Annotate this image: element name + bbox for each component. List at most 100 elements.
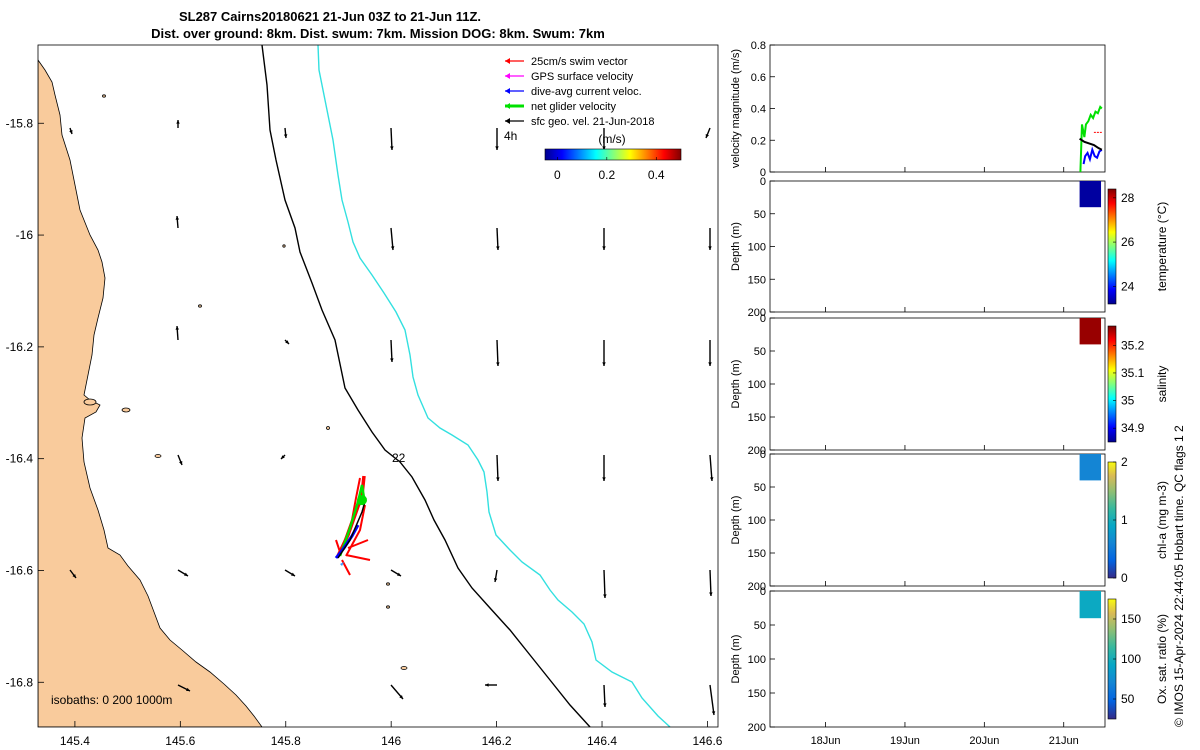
panel-frame	[769, 317, 1106, 451]
panel-temperature: 0 50 100 150 200 Depth (m) 24 26 28 temperature (…	[730, 176, 1169, 319]
map-y-ticks: -15.8 -16 -16.2 -16.4 -16.6 -16.8	[6, 116, 44, 689]
panel-y-label: Depth (m)	[730, 360, 742, 409]
legend-label: net glider velocity	[531, 101, 616, 113]
colorbar-tick-label: 0	[554, 168, 561, 182]
colorbar-tick-label: 1	[1121, 513, 1128, 527]
current-vector-head	[709, 477, 714, 481]
current-vector-head	[602, 246, 606, 250]
legend-swatch-head	[505, 58, 510, 64]
panel-y-tick-label: 150	[748, 274, 766, 286]
profile-data-block	[1079, 181, 1102, 208]
velocity-series	[1082, 146, 1103, 165]
chart-subtitle: Dist. over ground: 8km. Dist. swum: 7km.…	[151, 26, 605, 41]
panel-y-tick-label: 100	[748, 515, 766, 527]
panel-x-tick-label: 21Jun	[1049, 735, 1079, 747]
map-x-tick-label: 145.8	[271, 734, 301, 748]
colorbar-tick-label: 35.2	[1121, 338, 1145, 352]
current-vector-head	[708, 246, 712, 250]
current-vector-head	[495, 146, 499, 150]
map-x-ticks: 145.4 145.6 145.8 146 146.2 146.4 146.6	[60, 721, 723, 748]
panel-y-tick-label: 0	[760, 449, 766, 461]
panel-colorbar	[1107, 188, 1117, 305]
current-vector-head	[603, 703, 607, 707]
current-vector-head	[711, 711, 716, 715]
panel-colorbar-label: salinity	[1155, 366, 1169, 403]
current-vector	[709, 569, 712, 597]
panel-y-tick-label: 0	[760, 313, 766, 325]
panel-y-tick-label: 0	[760, 167, 766, 179]
panel-x-tick-label: 18Jun	[811, 735, 841, 747]
current-vector-head	[602, 477, 606, 481]
panel-colorbar-label: temperature (°C)	[1155, 202, 1169, 292]
current-vector-head	[496, 246, 500, 250]
panel-y-tick-label: 0.4	[751, 104, 766, 116]
panel-oxygen: 0 50 100 150 200 18Jun 19Jun 20Jun 21Jun Depth (m…	[730, 586, 1169, 747]
panel-y-tick-label: 200	[748, 722, 766, 734]
panel-y-tick-label: 50	[754, 482, 766, 494]
colorbar-tick-label: 35.1	[1121, 366, 1145, 380]
colorbar-tick-label: 0.2	[598, 168, 615, 182]
current-vector	[709, 454, 713, 482]
footer-credit: © IMOS 15-Apr-2024 22:44:05 Hobart time.…	[1172, 425, 1186, 727]
profile-data-block	[1079, 591, 1102, 619]
panel-y-tick-label: 50	[754, 620, 766, 632]
profile-data-block	[1079, 318, 1102, 345]
current-vector-head	[72, 574, 76, 578]
panel-salinity: 0 50 100 150 200 Depth (m) 34.9 35 35.1 35.2 salin…	[730, 313, 1169, 457]
map-y-tick-label: -16.6	[6, 563, 34, 577]
map-y-tick-label: -16.2	[6, 340, 34, 354]
colorbar-tick-label: 26	[1121, 235, 1135, 249]
panel-y-tick-label: 150	[748, 412, 766, 424]
map-y-tick-label: -16.4	[6, 452, 34, 466]
map-y-tick-label: -15.8	[6, 116, 34, 130]
chart-title: SL287 Cairns20180621 21-Jun 03Z to 21-Ju…	[179, 9, 481, 24]
panel-y-tick-label: 50	[754, 346, 766, 358]
speed-colorbar: (m/s) 0 0.2 0.4	[544, 132, 682, 182]
map-x-tick-label: 146.6	[692, 734, 722, 748]
current-vector	[496, 339, 499, 367]
legend-label: dive-avg current veloc.	[531, 86, 642, 98]
panel-y-label: Depth (m)	[730, 635, 742, 684]
panel-y-label: Depth (m)	[730, 222, 742, 271]
current-vector-head	[176, 120, 180, 124]
panel-y-tick-label: 0.8	[751, 40, 766, 52]
current-vectors	[69, 120, 716, 716]
current-vector	[390, 339, 393, 363]
colorbar-tick-label: 34.9	[1121, 421, 1145, 435]
velocity-series	[1079, 137, 1103, 151]
panel-frame	[769, 453, 1106, 587]
map-x-tick-label: 145.6	[165, 734, 195, 748]
current-vector-head	[285, 340, 289, 344]
current-vector-head	[397, 572, 401, 576]
panel-chl-a: 0 50 100 150 200 Depth (m) 0 1 2 chl-a (mg m-3)	[730, 449, 1169, 593]
current-vector-head	[493, 578, 498, 582]
colorbar-tick-label: 28	[1121, 191, 1135, 205]
map-x-tick-label: 146.4	[587, 734, 617, 748]
current-vector	[390, 127, 393, 151]
current-vector-head	[390, 146, 394, 150]
legend-swatch-head	[505, 118, 510, 124]
colorbar-tick-label: 0.4	[648, 168, 665, 182]
current-vector-head	[179, 461, 183, 465]
legend-swatch-head	[505, 88, 510, 94]
velocity-series	[1079, 105, 1103, 173]
current-vector	[496, 227, 499, 251]
map-y-tick-label: -16.8	[6, 675, 34, 689]
current-vector-head	[281, 455, 285, 459]
panel-y-tick-label: 200	[748, 307, 766, 319]
current-vector-head	[175, 216, 180, 220]
panel-y-tick-label: 100	[748, 379, 766, 391]
current-vector	[496, 454, 499, 482]
panel-y-tick-label: 0.6	[751, 72, 766, 84]
current-vector-head	[283, 134, 288, 138]
profile-data-block	[1079, 454, 1102, 481]
isobath-1000m	[317, 45, 671, 727]
isobath-200m	[261, 45, 591, 727]
legend-label: sfc geo. vel. 21-Jun-2018	[531, 116, 655, 128]
panel-y-tick-label: 200	[748, 445, 766, 457]
colorbar-label: (m/s)	[598, 132, 625, 146]
colorbar-tick-label: 0	[1121, 571, 1128, 585]
panel-y-tick-label: 200	[748, 581, 766, 593]
current-vector-head	[709, 592, 713, 596]
panel-y-tick-label: 100	[748, 242, 766, 254]
